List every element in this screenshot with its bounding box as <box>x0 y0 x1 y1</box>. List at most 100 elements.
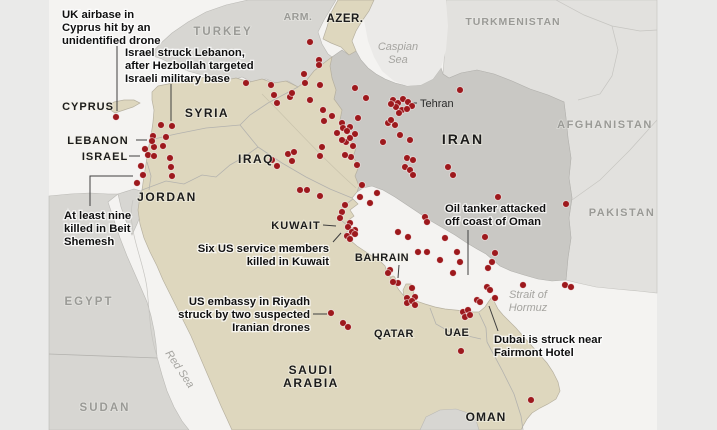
attack-dot <box>423 248 431 256</box>
bahrain-line <box>397 264 400 279</box>
attack-dot <box>303 186 311 194</box>
attack-dot <box>349 142 357 150</box>
country-label-afghanistan: AFGHANISTAN <box>557 119 653 131</box>
city-label-tehran: Tehran <box>420 98 454 110</box>
kuwait-dash <box>322 224 337 227</box>
attack-dot <box>366 199 374 207</box>
attack-dot <box>449 269 457 277</box>
annotation-uk-airbase: UK airbase in Cyprus hit by an unidentifie… <box>62 9 161 47</box>
attack-dot <box>166 154 174 162</box>
attack-dot <box>484 264 492 272</box>
attack-dot <box>318 143 326 151</box>
attack-dot <box>491 249 499 257</box>
country-label-oman: OMAN <box>466 410 507 424</box>
attack-dot <box>476 298 484 306</box>
attack-dot <box>456 86 464 94</box>
attack-dot <box>358 181 366 189</box>
attack-dot <box>273 162 281 170</box>
levant-arabia-shape <box>137 56 561 430</box>
attack-dot <box>316 81 324 89</box>
attack-dot <box>148 137 156 145</box>
attack-dot <box>242 79 250 87</box>
attack-dot <box>351 84 359 92</box>
attack-dot <box>273 99 281 107</box>
attack-dot <box>320 117 328 125</box>
attack-dot <box>333 129 341 137</box>
country-label-sudan: SUDAN <box>80 402 131 414</box>
strait-of-hormuz: Strait of Hormuz <box>509 289 548 314</box>
attack-dot <box>290 148 298 156</box>
annotation-beit-shemesh: At least nine killed in Beit Shemesh <box>64 210 131 248</box>
attack-dot <box>456 258 464 266</box>
country-label-turkmenistan: TURKMENISTAN <box>465 16 560 28</box>
attack-dot <box>296 186 304 194</box>
attack-dot <box>466 311 474 319</box>
attack-dot <box>346 235 354 243</box>
attack-dot <box>403 105 411 113</box>
country-label-azerbaijan: AZER. <box>327 13 364 25</box>
attack-dot <box>567 283 575 291</box>
annotation-oil-tanker-oman: Oil tanker attacked off coast of Oman <box>445 203 546 228</box>
attack-dot <box>423 218 431 226</box>
attack-dot <box>389 278 397 286</box>
attack-dot <box>481 233 489 241</box>
azerbaijan-shape <box>322 0 375 56</box>
attack-dot <box>168 122 176 130</box>
attack-dot <box>341 201 349 209</box>
attack-dot <box>449 171 457 179</box>
attack-dot <box>414 248 422 256</box>
attack-dot <box>384 269 392 277</box>
attack-dot <box>167 163 175 171</box>
attack-dot <box>137 162 145 170</box>
attack-dot <box>315 61 323 69</box>
attack-dot <box>270 91 278 99</box>
attack-dot <box>339 319 347 327</box>
attack-dot <box>411 301 419 309</box>
country-label-cyprus: CYPRUS <box>62 101 114 113</box>
beit-shemesh-line <box>89 175 133 206</box>
country-label-pakistan: PAKISTAN <box>589 207 656 219</box>
attack-dot <box>486 286 494 294</box>
attack-dot <box>396 131 404 139</box>
country-label-uae: UAE <box>445 327 470 339</box>
attack-dot <box>453 248 461 256</box>
attack-dot <box>157 121 165 129</box>
attack-dot <box>491 294 499 302</box>
attack-dot <box>457 347 465 355</box>
attack-dot <box>328 112 336 120</box>
attack-dot <box>316 152 324 160</box>
attack-dot <box>300 70 308 78</box>
attack-dot <box>344 223 352 231</box>
country-label-qatar: QATAR <box>374 328 414 340</box>
attack-dot <box>112 113 120 121</box>
attack-dot <box>338 136 346 144</box>
country-label-armenia: ARM. <box>284 11 313 23</box>
attack-dot <box>408 284 416 292</box>
caspian-sea-shape <box>364 0 448 86</box>
attack-dot <box>162 133 170 141</box>
country-label-lebanon: LEBANON <box>67 135 128 147</box>
attack-dot <box>346 134 354 142</box>
attack-dot <box>159 142 167 150</box>
annotation-israel-strikes-lebanon: Israel struck Lebanon, after Hezbollah ta… <box>125 47 254 85</box>
attack-dot <box>391 121 399 129</box>
annotation-dubai-fairmont: Dubai is struck near Fairmont Hotel <box>494 334 603 359</box>
dubai-line <box>488 305 499 332</box>
attack-dot <box>336 214 344 222</box>
attack-dot <box>341 151 349 159</box>
attack-dot <box>351 130 359 138</box>
attack-dot <box>409 156 417 164</box>
attack-dot <box>444 163 452 171</box>
attack-dot <box>409 171 417 179</box>
attack-dot <box>141 145 149 153</box>
attack-dot <box>488 258 496 266</box>
attack-dot <box>387 100 395 108</box>
annotations-layer: UK airbase in Cyprus hit by an unidentifie… <box>61 8 604 361</box>
attack-dots-layer <box>112 38 575 404</box>
attack-dot <box>353 161 361 169</box>
attack-dot <box>268 156 276 164</box>
attack-dot <box>395 109 403 117</box>
annotation-kuwait-service-members: Six US service members killed in Kuwait <box>198 243 329 268</box>
attack-dot <box>133 179 141 187</box>
kuwait-deaths-line <box>332 232 342 243</box>
